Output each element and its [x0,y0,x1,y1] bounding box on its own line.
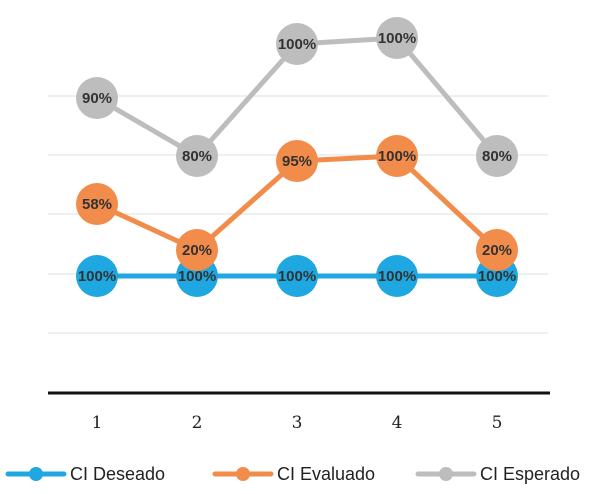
x-tick-label: 3 [292,413,303,433]
data-label: 100% [178,268,216,285]
data-label: 20% [482,242,512,259]
data-label: 80% [182,148,212,165]
data-point [76,255,118,297]
data-label: 90% [82,90,112,107]
legend-swatch-marker [29,467,43,481]
data-label: 100% [378,268,416,285]
data-point [376,135,418,177]
legend-label: CI Deseado [70,464,165,484]
x-axis: 1 2 3 4 5 [48,391,550,433]
x-tick-label: 2 [192,413,203,433]
data-point [176,135,218,177]
data-label: 20% [182,242,212,259]
data-label: 100% [78,268,116,285]
data-label: 100% [278,36,316,53]
data-point [76,183,118,225]
data-point [176,229,218,271]
data-point [376,255,418,297]
data-point [76,77,118,119]
legend-swatch-marker [439,467,453,481]
data-label: 100% [278,268,316,285]
data-point [376,17,418,59]
data-label: 58% [82,196,112,213]
x-tick-label: 4 [392,413,403,433]
legend: CI Deseado CI Evaluado CI Esperado [5,464,580,484]
data-point [276,140,318,182]
series-group: 100% 100% 100% 100% 100% 90% 80% 100% 100% 80% 58%… [76,17,518,297]
data-point [476,135,518,177]
x-tick-label: 5 [492,413,503,433]
x-tick-label: 1 [92,413,103,433]
legend-label: CI Evaluado [277,464,375,484]
data-point [476,229,518,271]
legend-swatch-marker [236,467,250,481]
legend-label: CI Esperado [480,464,580,484]
data-point [276,255,318,297]
data-label: 100% [378,148,416,165]
data-label: 100% [378,30,416,47]
data-point [276,23,318,65]
data-label: 80% [482,148,512,165]
data-label: 95% [282,153,312,170]
data-label: 100% [478,268,516,285]
